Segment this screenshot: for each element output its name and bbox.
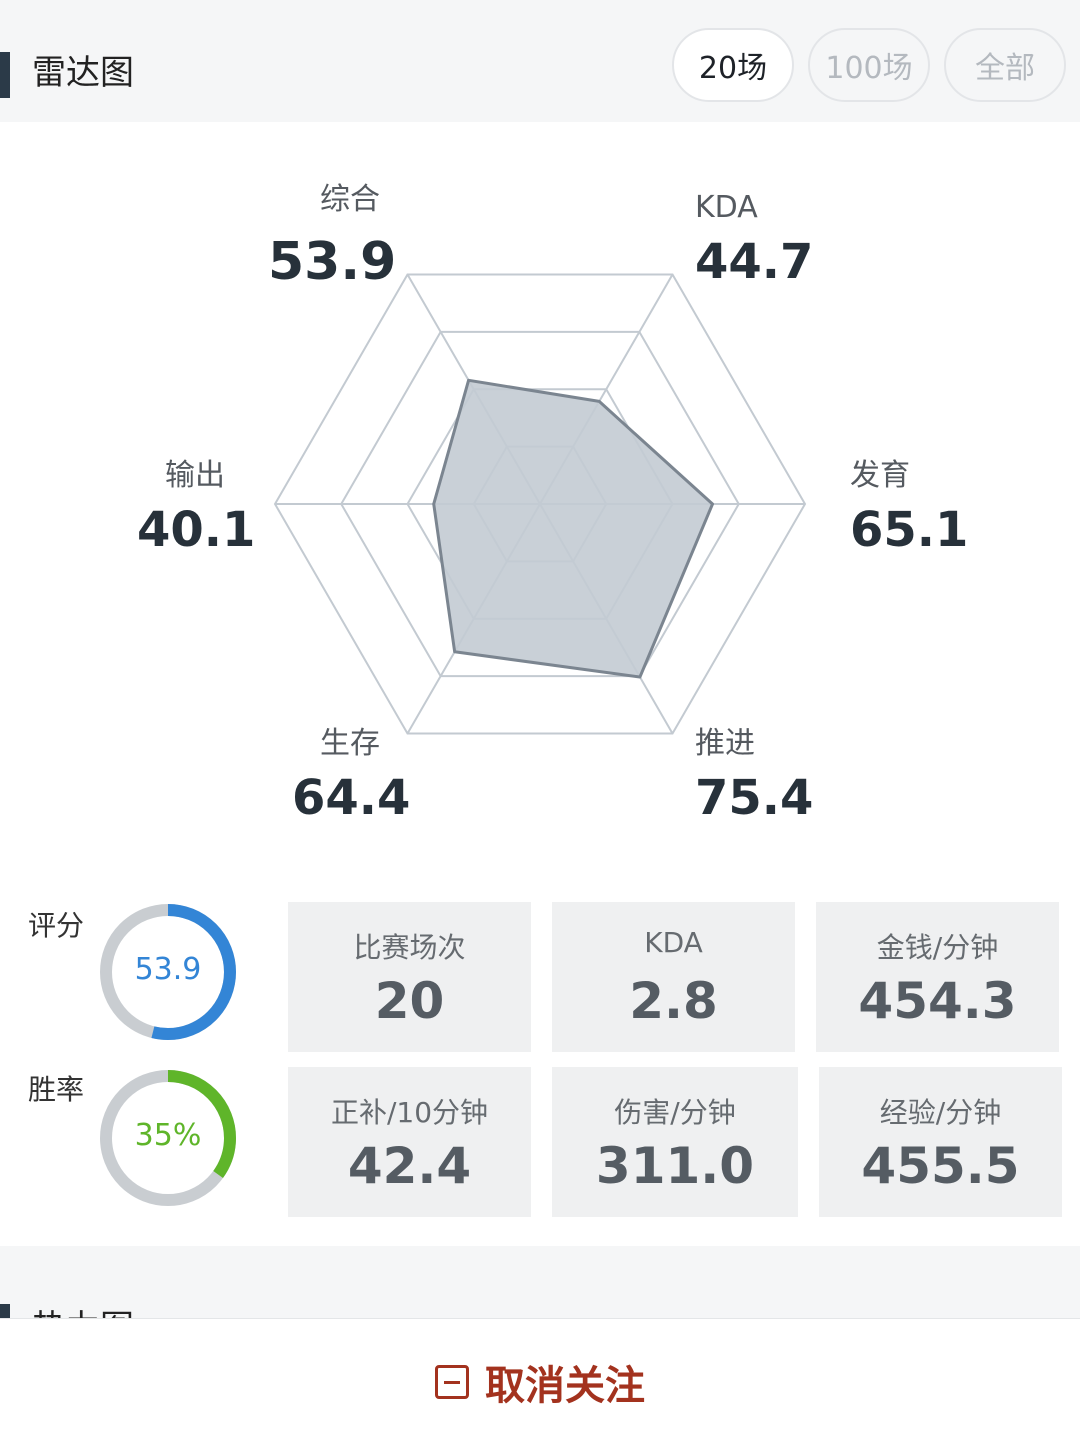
stat-matches: 比赛场次 20 — [288, 902, 531, 1052]
rating-value: 53.9 — [134, 952, 202, 987]
axis-value-damage: 40.1 — [137, 502, 256, 558]
axis-label-farming: 发育 — [850, 458, 910, 493]
winrate-value: 35% — [134, 1118, 202, 1153]
stat-label: 比赛场次 — [353, 931, 466, 964]
axis-label-overall: 综合 — [320, 182, 380, 217]
stat-gold-per-min: 金钱/分钟 454.3 — [816, 902, 1059, 1052]
unfollow-button[interactable]: 取消关注 — [435, 1353, 645, 1411]
stat-label: 伤害/分钟 — [614, 1096, 736, 1129]
radar-chart — [273, 273, 807, 735]
stat-label: 金钱/分钟 — [876, 931, 999, 964]
rating-label: 评分 — [28, 909, 85, 942]
stat-xp-per-min: 经验/分钟 455.5 — [819, 1067, 1062, 1217]
stat-value: 42.4 — [347, 1137, 472, 1195]
stat-kda: KDA 2.8 — [552, 902, 795, 1052]
section-header: 雷达图 20场 100场 全部 — [0, 0, 1080, 122]
winrate-ring — [100, 1070, 236, 1206]
stat-value: 311.0 — [595, 1137, 755, 1195]
stat-value: 20 — [374, 972, 445, 1030]
filter-20-matches[interactable]: 20场 — [672, 28, 794, 102]
axis-label-damage: 输出 — [165, 458, 225, 493]
winrate-label: 胜率 — [28, 1073, 85, 1106]
filter-100-matches[interactable]: 100场 — [808, 28, 930, 102]
rating-ring — [100, 904, 236, 1040]
radar-card: 综合 53.9 KDA 44.7 发育 65.1 推进 75.4 生存 64.4… — [0, 122, 1080, 1246]
axis-value-push: 75.4 — [695, 770, 814, 826]
filter-all-matches[interactable]: 全部 — [944, 28, 1066, 102]
minus-box-icon — [435, 1364, 469, 1399]
stat-value: 454.3 — [858, 972, 1017, 1030]
section-marker — [0, 52, 10, 98]
bottom-action-bar: 取消关注 — [0, 1318, 1080, 1444]
ring-progress-arc — [100, 904, 236, 1040]
section-marker — [0, 1304, 10, 1330]
axis-label-survival: 生存 — [320, 726, 380, 761]
ring-progress-arc — [100, 1070, 236, 1206]
axis-label-push: 推进 — [695, 726, 755, 761]
axis-value-survival: 64.4 — [292, 770, 411, 826]
radar-value-polygon — [432, 378, 715, 679]
stat-damage-per-min: 伤害/分钟 311.0 — [552, 1067, 798, 1217]
axis-value-farming: 65.1 — [850, 502, 969, 558]
axis-value-kda: 44.7 — [695, 234, 814, 290]
unfollow-label: 取消关注 — [485, 1362, 645, 1409]
stat-label: 正补/10分钟 — [330, 1096, 489, 1129]
axis-value-overall: 53.9 — [268, 232, 397, 292]
stat-value: 2.8 — [629, 972, 718, 1030]
stat-label: KDA — [644, 926, 703, 959]
axis-label-kda: KDA — [695, 190, 758, 225]
stat-label: 经验/分钟 — [879, 1096, 1002, 1129]
match-range-filter: 20场 100场 全部 — [672, 28, 1066, 102]
section-title: 雷达图 — [32, 53, 134, 93]
stat-last-hits: 正补/10分钟 42.4 — [288, 1067, 531, 1217]
stat-value: 455.5 — [861, 1137, 1020, 1195]
